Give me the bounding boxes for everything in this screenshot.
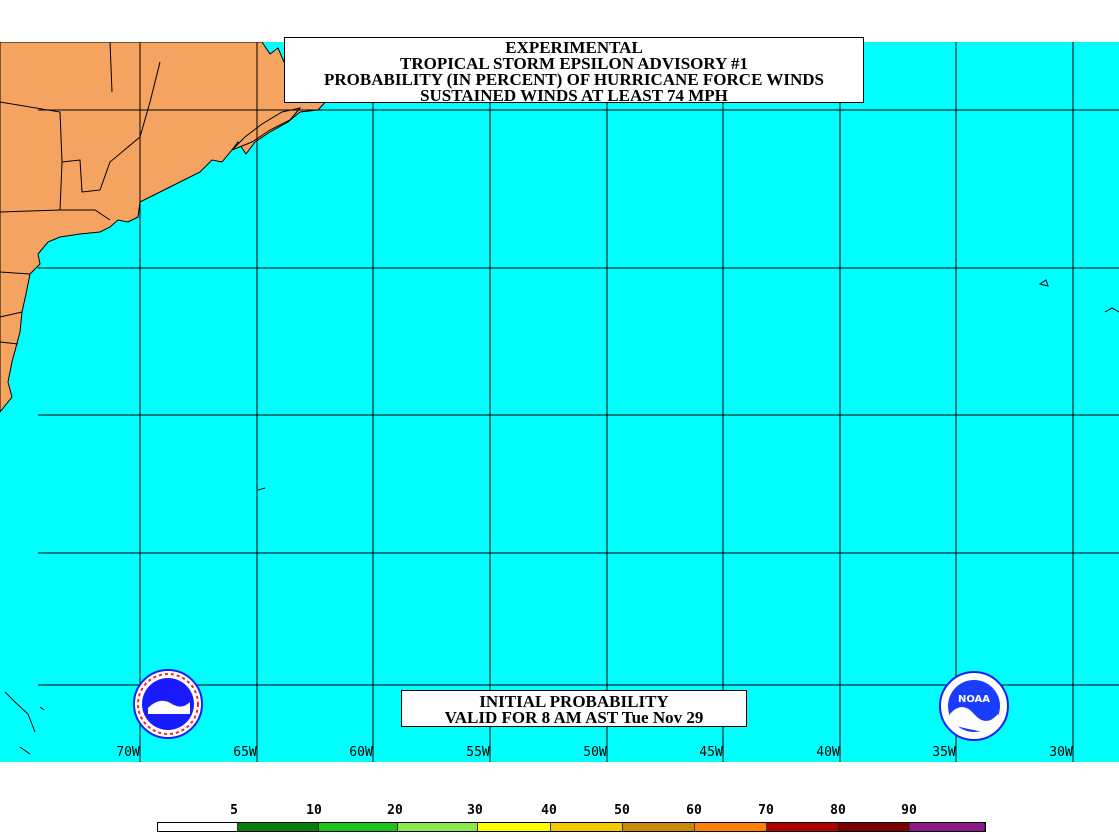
- longitude-label: 35W: [932, 745, 956, 760]
- longitude-label: 45W: [699, 745, 723, 760]
- title-box: EXPERIMENTAL TROPICAL STORM EPSILON ADVI…: [284, 37, 864, 105]
- longitude-label: 40W: [816, 745, 840, 760]
- legend-label: 60: [686, 803, 702, 818]
- legend-swatch: [910, 823, 986, 831]
- title-line-3: PROBABILITY (IN PERCENT) OF HURRICANE FO…: [324, 70, 824, 89]
- island-azores-2: [1104, 307, 1119, 313]
- legend-swatch: [838, 823, 911, 831]
- longitude-label: 60W: [349, 745, 373, 760]
- legend-label: 5: [230, 803, 238, 818]
- map-canvas: [0, 42, 1119, 762]
- legend-swatch: [158, 823, 238, 831]
- valid-line-1: INITIAL PROBABILITY: [479, 692, 669, 711]
- legend-swatch: [478, 823, 552, 831]
- legend-swatch: [622, 823, 695, 831]
- island-caribbean: [4, 691, 45, 755]
- legend-swatch: [551, 823, 623, 831]
- title-line-2: TROPICAL STORM EPSILON ADVISORY #1: [400, 54, 748, 73]
- legend-label: 40: [541, 803, 557, 818]
- noaa-logo-icon: NOAA: [938, 670, 1010, 742]
- legend-swatch: [398, 823, 479, 831]
- longitude-label: 30W: [1049, 745, 1073, 760]
- island-bermuda: [257, 487, 266, 491]
- legend-swatch: [237, 823, 319, 831]
- longitude-label: 50W: [583, 745, 607, 760]
- island-azores-1: [1038, 279, 1049, 287]
- title-line-1: EXPERIMENTAL: [505, 38, 643, 57]
- legend-label: 50: [614, 803, 630, 818]
- legend-swatch: [318, 823, 399, 831]
- legend-label: 20: [387, 803, 403, 818]
- lat-lon-grid: [38, 42, 1119, 762]
- longitude-label: 65W: [233, 745, 257, 760]
- land-nova-scotia: [231, 107, 302, 151]
- valid-time-box: INITIAL PROBABILITY VALID FOR 8 AM AST T…: [401, 690, 747, 727]
- legend-color-bar: [157, 822, 986, 832]
- legend-label: 70: [758, 803, 774, 818]
- legend-swatch: [694, 823, 767, 831]
- valid-line-2: VALID FOR 8 AM AST Tue Nov 29: [444, 708, 704, 727]
- nws-logo-icon: [132, 668, 204, 740]
- legend-label: 30: [467, 803, 483, 818]
- legend-label: 10: [306, 803, 322, 818]
- longitude-label: 55W: [466, 745, 490, 760]
- legend-label: 80: [830, 803, 846, 818]
- legend-swatch: [766, 823, 839, 831]
- state-lines: [0, 42, 161, 345]
- title-line-4: SUSTAINED WINDS AT LEAST 74 MPH: [420, 86, 728, 105]
- noaa-logo-text: NOAA: [958, 694, 990, 705]
- legend-label: 90: [901, 803, 917, 818]
- longitude-label: 70W: [116, 745, 140, 760]
